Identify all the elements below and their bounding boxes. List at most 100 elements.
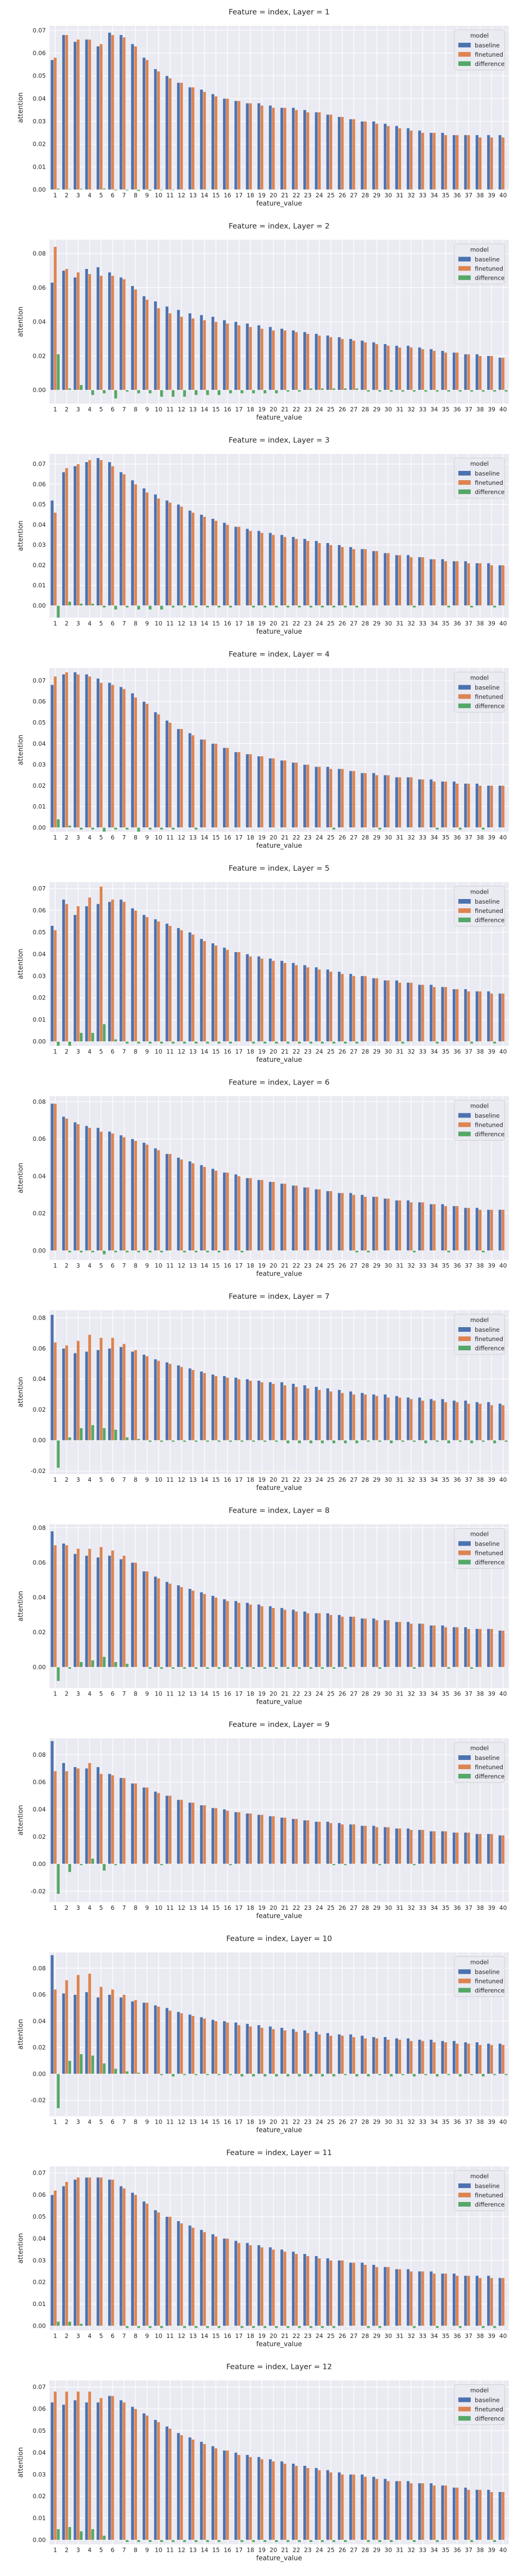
legend-swatch-baseline — [458, 899, 471, 904]
bar-baseline — [96, 2177, 100, 2326]
bar-finetuned — [340, 338, 344, 391]
bar-finetuned — [122, 689, 126, 828]
bar-difference — [470, 2074, 474, 2076]
y-tick-label: 0.01 — [32, 582, 46, 589]
bar-finetuned — [409, 2483, 413, 2540]
bar-finetuned — [317, 112, 321, 190]
bar-finetuned — [99, 682, 103, 828]
x-tick-label: 10 — [155, 1262, 163, 1269]
bar-difference — [263, 827, 267, 828]
x-tick-label: 2 — [65, 1904, 68, 1911]
bar-finetuned — [467, 2275, 471, 2326]
x-tick-label: 3 — [76, 1476, 80, 1483]
bar-difference — [332, 1667, 336, 1669]
bar-finetuned — [191, 2015, 195, 2074]
bar-difference — [424, 1440, 427, 1444]
bar-finetuned — [421, 1202, 424, 1251]
bar-difference — [217, 2074, 221, 2076]
bar-baseline — [257, 530, 261, 606]
bar-finetuned — [226, 2238, 229, 2326]
bar-baseline — [96, 904, 100, 1042]
bar-difference — [229, 2326, 232, 2327]
bar-difference — [171, 2539, 175, 2543]
bar-baseline — [326, 2470, 330, 2540]
bar-finetuned — [271, 107, 276, 190]
bar-finetuned — [421, 132, 424, 190]
bar-finetuned — [455, 1832, 459, 1865]
bar-difference — [240, 389, 244, 394]
bar-baseline — [337, 2260, 341, 2326]
bar-difference — [205, 1440, 210, 1442]
bar-baseline — [62, 899, 65, 1042]
bar-baseline — [383, 553, 387, 606]
x-tick-label: 36 — [453, 406, 461, 413]
y-tick-label: 0.00 — [32, 386, 46, 394]
bar-baseline — [326, 1821, 330, 1864]
bar-difference — [56, 2074, 60, 2109]
bar-difference — [504, 1440, 508, 1442]
x-tick-label: 23 — [304, 2119, 312, 2126]
x-tick-label: 35 — [442, 2119, 450, 2126]
x-tick-label: 9 — [145, 2332, 149, 2340]
x-tick-label: 31 — [396, 2332, 404, 2340]
bar-baseline — [360, 773, 364, 828]
x-tick-label: 4 — [88, 406, 91, 413]
bar-difference — [263, 2326, 267, 2328]
legend-title: model — [470, 246, 489, 253]
x-tick-label: 17 — [235, 406, 243, 413]
bar-difference — [79, 827, 83, 830]
x-tick-label: 25 — [327, 1048, 335, 1055]
legend-label-finetuned: finetuned — [475, 1122, 503, 1129]
chart-panel-1: Feature = index, Layer = 10.000.010.020.… — [17, 8, 509, 208]
bar-difference — [367, 1440, 370, 1442]
bar-finetuned — [409, 557, 413, 606]
bar-baseline — [234, 1811, 238, 1865]
x-tick-label: 35 — [442, 1262, 450, 1269]
bar-finetuned — [352, 2474, 356, 2540]
x-tick-label: 38 — [476, 1048, 484, 1055]
x-tick-label: 15 — [212, 2332, 220, 2340]
x-tick-label: 14 — [201, 620, 209, 627]
bar-baseline — [429, 1831, 433, 1864]
bar-baseline — [314, 540, 318, 606]
bar-finetuned — [398, 128, 402, 190]
x-tick-label: 14 — [201, 834, 209, 841]
bar-finetuned — [432, 558, 436, 606]
bar-difference — [435, 2326, 439, 2328]
bar-difference — [447, 1667, 451, 1669]
bar-baseline — [199, 2229, 203, 2326]
y-tick-label: 0.08 — [32, 250, 46, 257]
bar-difference — [447, 1863, 451, 1865]
bar-baseline — [314, 112, 318, 190]
bar-baseline — [165, 720, 169, 828]
bar-baseline — [429, 1399, 433, 1440]
x-tick-label: 32 — [407, 2119, 415, 2126]
bar-finetuned — [237, 1811, 241, 1865]
bar-difference — [263, 2074, 267, 2077]
bar-baseline — [314, 333, 318, 391]
x-tick-label: 22 — [293, 620, 300, 627]
bar-finetuned — [490, 2278, 493, 2326]
bar-finetuned — [478, 2044, 482, 2074]
bar-finetuned — [398, 2039, 402, 2074]
bar-baseline — [234, 2240, 238, 2326]
bar-finetuned — [237, 752, 241, 828]
bar-baseline — [452, 1832, 456, 1865]
bar-finetuned — [226, 524, 229, 606]
bar-difference — [320, 1041, 324, 1044]
x-tick-label: 3 — [76, 834, 80, 841]
y-tick-label: 0.02 — [32, 562, 46, 569]
bar-difference — [56, 1863, 60, 1894]
bar-baseline — [222, 1172, 226, 1251]
bar-baseline — [211, 743, 215, 828]
bar-baseline — [383, 2037, 387, 2074]
x-tick-label: 26 — [338, 2119, 346, 2126]
bar-baseline — [487, 1834, 490, 1864]
bar-baseline — [142, 1354, 146, 1440]
bar-baseline — [406, 555, 410, 606]
bar-baseline — [108, 682, 111, 828]
bar-baseline — [131, 1139, 134, 1251]
bar-difference — [344, 605, 347, 608]
x-tick-label: 24 — [316, 620, 323, 627]
x-tick-label: 18 — [247, 620, 254, 627]
